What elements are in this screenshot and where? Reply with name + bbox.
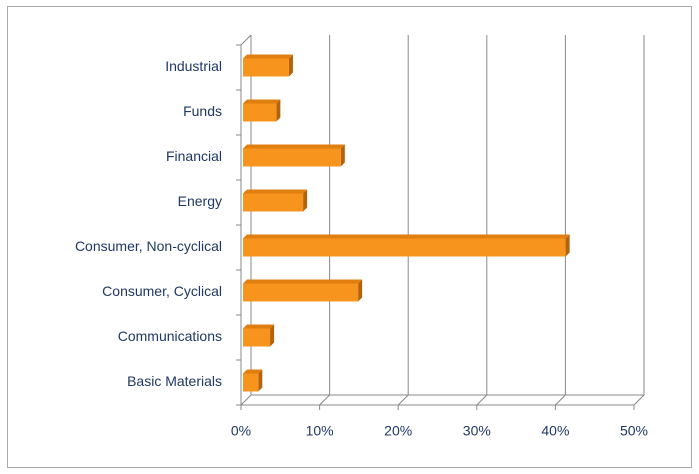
x-tick-label: 0% [231,423,251,439]
y-tick-label: Funds [183,103,222,119]
bar-top [243,279,363,284]
bar-top [243,54,293,59]
bar-top [243,99,281,104]
grid-line [476,394,488,406]
y-tick-label: Financial [166,148,222,164]
bar-side [303,189,308,212]
bar-side [565,234,570,257]
bar-top [243,324,275,329]
grid-line [633,394,645,406]
x-tick-label: 10% [306,423,334,439]
y-tick-label: Communications [118,328,222,344]
bar [243,283,359,302]
x-tick-label: 20% [384,423,412,439]
y-tick-label: Energy [178,193,222,209]
x-tick-label: 30% [463,423,491,439]
y-tick-label: Industrial [165,58,222,74]
grid-line [319,394,330,406]
bar [243,328,271,347]
bar-side [270,324,275,347]
bar-side [276,99,281,122]
bar-side [288,54,293,77]
bar-side [258,369,263,392]
y-tick-label: Consumer, Non-cyclical [75,238,222,254]
bar [243,58,289,77]
bar [243,148,341,167]
bar [243,373,259,392]
y-tick-label: Basic Materials [127,373,222,389]
bar-top [243,234,570,239]
bar-side [358,279,363,302]
bar [243,103,277,122]
x-tick-label: 50% [620,423,648,439]
bar-top [243,189,308,194]
bar [243,193,304,212]
bar-top [243,369,263,374]
bar-side [340,144,345,167]
grid-line [555,394,566,406]
wall-edge [240,34,252,46]
y-tick-label: Consumer, Cyclical [102,283,222,299]
bar-top [243,144,345,149]
bar [243,238,566,257]
grid-line [240,394,252,406]
grid-line [397,394,409,406]
x-tick-label: 40% [541,423,569,439]
